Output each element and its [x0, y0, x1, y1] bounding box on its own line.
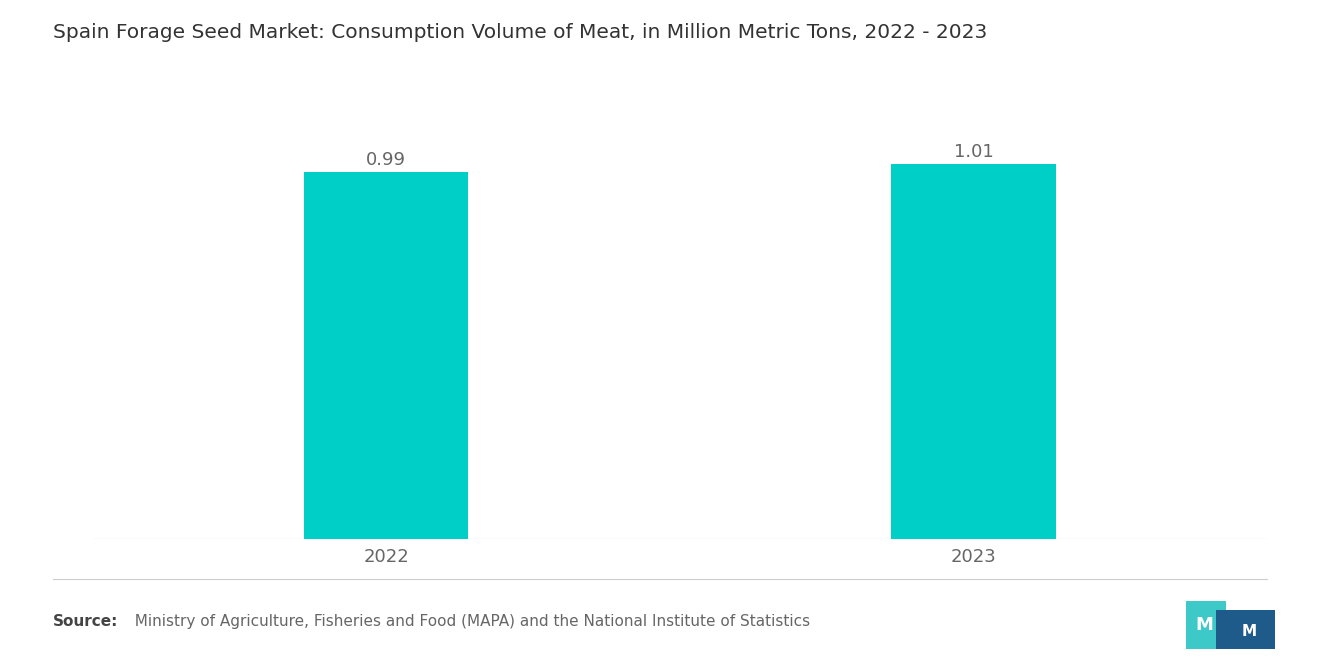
Text: Spain Forage Seed Market: Consumption Volume of Meat, in Million Metric Tons, 20: Spain Forage Seed Market: Consumption Vo…	[53, 23, 987, 43]
Bar	[891, 164, 1056, 539]
Text: Ministry of Agriculture, Fisheries and Food (MAPA) and the National Institute of: Ministry of Agriculture, Fisheries and F…	[125, 614, 810, 629]
Polygon shape	[1187, 601, 1226, 649]
Bar	[304, 172, 469, 539]
Polygon shape	[1216, 610, 1275, 649]
Text: 1.01: 1.01	[953, 144, 994, 162]
Text: M: M	[1241, 624, 1257, 638]
Text: Source:: Source:	[53, 614, 119, 629]
Text: M: M	[1195, 616, 1213, 634]
Text: 0.99: 0.99	[366, 151, 407, 169]
